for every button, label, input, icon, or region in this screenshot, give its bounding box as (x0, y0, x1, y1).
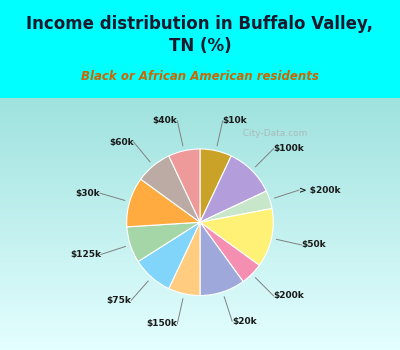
Wedge shape (200, 149, 231, 222)
Wedge shape (200, 191, 272, 222)
Text: City-Data.com: City-Data.com (237, 129, 307, 138)
Wedge shape (200, 209, 273, 265)
Text: > $200k: > $200k (299, 186, 340, 195)
Text: $100k: $100k (274, 144, 304, 153)
Wedge shape (141, 156, 200, 222)
Wedge shape (127, 222, 200, 261)
Text: $40k: $40k (152, 116, 177, 125)
Text: $10k: $10k (223, 116, 247, 125)
Text: Income distribution in Buffalo Valley,
TN (%): Income distribution in Buffalo Valley, T… (26, 15, 374, 55)
Text: $200k: $200k (274, 291, 304, 300)
Text: $50k: $50k (302, 240, 326, 250)
Wedge shape (169, 149, 200, 222)
Text: $20k: $20k (232, 317, 257, 326)
Text: $125k: $125k (70, 250, 101, 259)
Wedge shape (169, 222, 200, 295)
Text: $75k: $75k (106, 296, 131, 305)
Wedge shape (138, 222, 200, 288)
Text: Black or African American residents: Black or African American residents (81, 70, 319, 83)
Text: $60k: $60k (109, 138, 134, 147)
Wedge shape (127, 179, 200, 227)
Wedge shape (200, 222, 243, 295)
Text: $30k: $30k (76, 189, 100, 198)
Wedge shape (200, 222, 259, 281)
Wedge shape (200, 156, 266, 222)
Text: $150k: $150k (146, 319, 177, 328)
